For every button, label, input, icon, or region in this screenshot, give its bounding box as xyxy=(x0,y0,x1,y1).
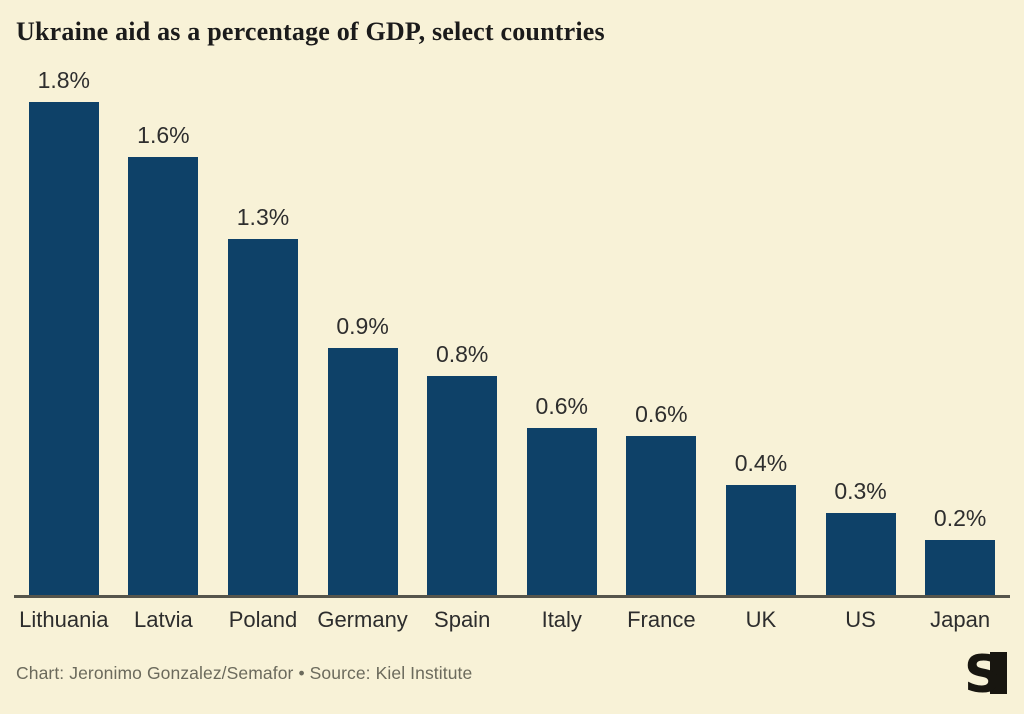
bar-column-latvia: 1.6% xyxy=(114,61,214,596)
value-label-lithuania: 1.8% xyxy=(37,67,91,94)
value-label-france: 0.6% xyxy=(635,401,688,428)
x-label-poland: Poland xyxy=(228,607,298,633)
bar-us xyxy=(825,513,896,596)
x-label-lithuania: Lithuania xyxy=(19,607,109,633)
x-label-japan: Japan xyxy=(930,607,991,633)
x-axis-labels: Lithuania Latvia Poland Germany Spain Italy Fr… xyxy=(14,607,1010,633)
x-label-latvia: Latvia xyxy=(134,607,193,633)
bar-column-poland: 1.3% xyxy=(213,61,313,596)
bar-latvia xyxy=(128,157,199,596)
bar-italy xyxy=(526,428,597,596)
value-label-italy: 0.6% xyxy=(535,393,588,420)
bar-column-italy: 0.6% xyxy=(512,61,612,596)
value-label-germany: 0.9% xyxy=(336,313,389,340)
semafor-logo-icon: S xyxy=(966,651,1007,695)
svg-text:S: S xyxy=(966,651,1001,695)
chart-title: Ukraine aid as a percentage of GDP, sele… xyxy=(16,17,605,46)
x-axis-line xyxy=(14,595,1010,599)
bar-poland xyxy=(227,239,298,596)
value-label-uk: 0.4% xyxy=(734,450,788,477)
bar-column-lithuania: 1.8% xyxy=(14,61,114,596)
bar-lithuania xyxy=(28,102,99,596)
value-label-japan: 0.2% xyxy=(933,505,987,532)
x-label-us: US xyxy=(845,607,876,633)
bar-spain xyxy=(427,376,498,596)
bar-germany xyxy=(327,348,398,596)
value-label-us: 0.3% xyxy=(834,478,887,505)
x-label-germany: Germany xyxy=(317,607,408,633)
footer: Chart: Jeronimo Gonzalez/Semafor • Sourc… xyxy=(0,642,1024,714)
bar-column-uk: 0.4% xyxy=(711,61,811,596)
bar-column-germany: 0.9% xyxy=(313,61,413,596)
bar-column-spain: 0.8% xyxy=(412,61,512,596)
bar-uk xyxy=(725,485,796,596)
bar-column-france: 0.6% xyxy=(612,61,712,596)
plot-area: 1.8% 1.6% 1.3% 0.9% 0.8% 0.6% 0.6% 0.4% 0.3% 0.2% xyxy=(14,61,1010,596)
bar-japan xyxy=(925,540,996,596)
x-label-uk: UK xyxy=(745,607,777,633)
value-label-spain: 0.8% xyxy=(435,341,489,368)
bar-france xyxy=(626,436,697,596)
value-label-latvia: 1.6% xyxy=(137,122,190,149)
value-label-poland: 1.3% xyxy=(236,204,290,231)
bar-column-japan: 0.2% xyxy=(910,61,1010,596)
x-label-france: France xyxy=(627,607,696,633)
x-label-italy: Italy xyxy=(541,607,582,633)
bar-column-us: 0.3% xyxy=(811,61,911,596)
bar-chart: 1.8% 1.6% 1.3% 0.9% 0.8% 0.6% 0.6% 0.4% 0.3% 0.2%… xyxy=(14,61,1010,633)
x-label-spain: Spain xyxy=(434,607,491,633)
chart-credit: Chart: Jeronimo Gonzalez/Semafor • Sourc… xyxy=(16,662,473,683)
